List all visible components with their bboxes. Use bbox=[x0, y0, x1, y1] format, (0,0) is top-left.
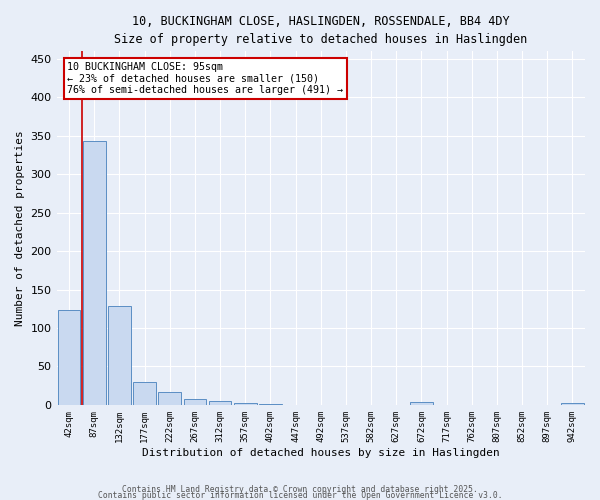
Bar bbox=[83, 141, 106, 405]
Bar bbox=[108, 306, 131, 405]
Bar bbox=[259, 404, 282, 405]
Text: Contains HM Land Registry data © Crown copyright and database right 2025.: Contains HM Land Registry data © Crown c… bbox=[122, 485, 478, 494]
Text: Contains public sector information licensed under the Open Government Licence v3: Contains public sector information licen… bbox=[98, 491, 502, 500]
X-axis label: Distribution of detached houses by size in Haslingden: Distribution of detached houses by size … bbox=[142, 448, 500, 458]
Bar bbox=[561, 402, 584, 405]
Bar bbox=[133, 382, 156, 405]
Bar bbox=[184, 398, 206, 405]
Text: 10 BUCKINGHAM CLOSE: 95sqm
← 23% of detached houses are smaller (150)
76% of sem: 10 BUCKINGHAM CLOSE: 95sqm ← 23% of deta… bbox=[67, 62, 343, 95]
Bar bbox=[58, 310, 80, 405]
Bar bbox=[410, 402, 433, 405]
Bar bbox=[234, 402, 257, 405]
Title: 10, BUCKINGHAM CLOSE, HASLINGDEN, ROSSENDALE, BB4 4DY
Size of property relative : 10, BUCKINGHAM CLOSE, HASLINGDEN, ROSSEN… bbox=[114, 15, 527, 46]
Y-axis label: Number of detached properties: Number of detached properties bbox=[15, 130, 25, 326]
Bar bbox=[158, 392, 181, 405]
Bar bbox=[209, 401, 232, 405]
